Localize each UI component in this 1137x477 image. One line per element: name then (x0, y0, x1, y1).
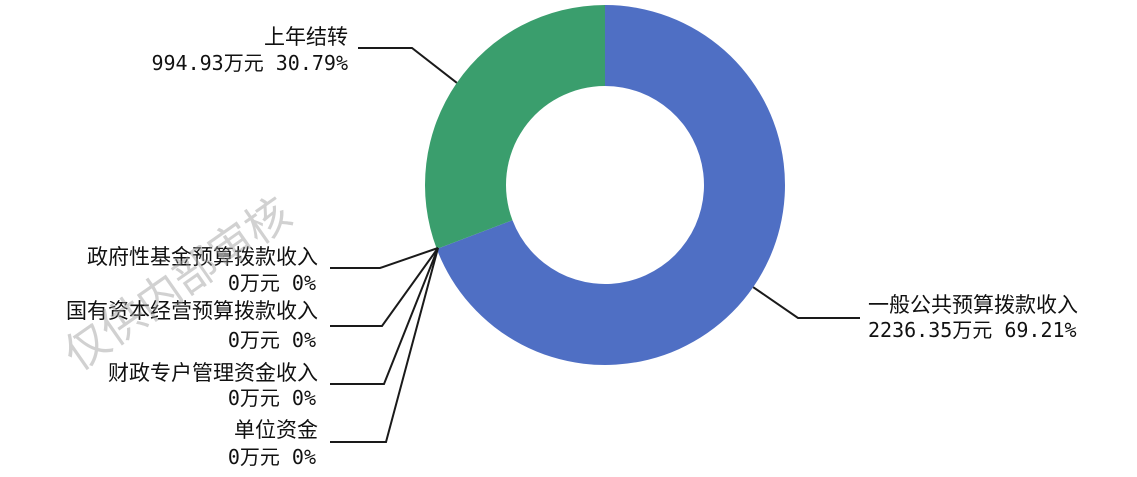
slice-label-value-0: 2236.35万元 69.21% (868, 318, 1077, 342)
slice-label-value-1: 994.93万元 30.79% (151, 51, 348, 75)
leader-line-3 (330, 247, 439, 327)
slice-label-value-2: 0万元 0% (228, 271, 316, 295)
donut-slices (425, 5, 786, 365)
slice-label-name-2: 政府性基金预算拨款收入 (87, 245, 318, 269)
leader-line-2 (330, 247, 439, 269)
donut-slice-1 (425, 5, 605, 250)
leader-line-4 (330, 247, 439, 385)
slice-label-name-3: 国有资本经营预算拨款收入 (66, 299, 318, 323)
leader-line-5 (330, 247, 439, 443)
slice-label-value-3: 0万元 0% (228, 328, 316, 352)
leader-lines (330, 47, 860, 443)
slice-label-name-0: 一般公共预算拨款收入 (868, 293, 1078, 317)
slice-label-value-4: 0万元 0% (228, 386, 316, 410)
donut-slice-0 (436, 5, 786, 365)
slice-label-name-1: 上年结转 (264, 25, 348, 49)
slice-label-name-4: 财政专户管理资金收入 (108, 361, 318, 385)
leader-line-1 (358, 47, 458, 84)
slice-label-name-5: 单位资金 (234, 418, 318, 442)
slice-label-value-5: 0万元 0% (228, 445, 316, 469)
leader-line-0 (752, 286, 860, 319)
